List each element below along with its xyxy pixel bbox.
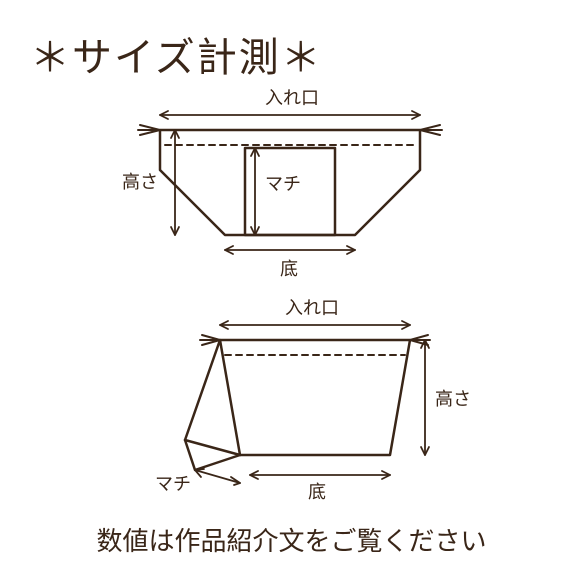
label-gusset: マチ bbox=[265, 170, 301, 196]
diagram-3d-pouch: 入れ口 高さ マチ 底 bbox=[110, 310, 470, 490]
diagram-flat-pouch: 入れ口 高さ マチ 底 bbox=[110, 100, 470, 280]
label-height-2: 高さ bbox=[435, 385, 471, 411]
label-gusset-2: マチ bbox=[155, 470, 191, 496]
page-title: ＊サイズ計測＊ bbox=[30, 25, 323, 83]
label-bottom: 底 bbox=[280, 255, 298, 281]
label-bottom-2: 底 bbox=[308, 478, 326, 504]
label-height: 高さ bbox=[122, 168, 158, 194]
label-opening-2: 入れ口 bbox=[285, 294, 339, 320]
label-opening: 入れ口 bbox=[265, 84, 319, 110]
footnote-text: 数値は作品紹介文をご覧ください bbox=[0, 521, 583, 558]
